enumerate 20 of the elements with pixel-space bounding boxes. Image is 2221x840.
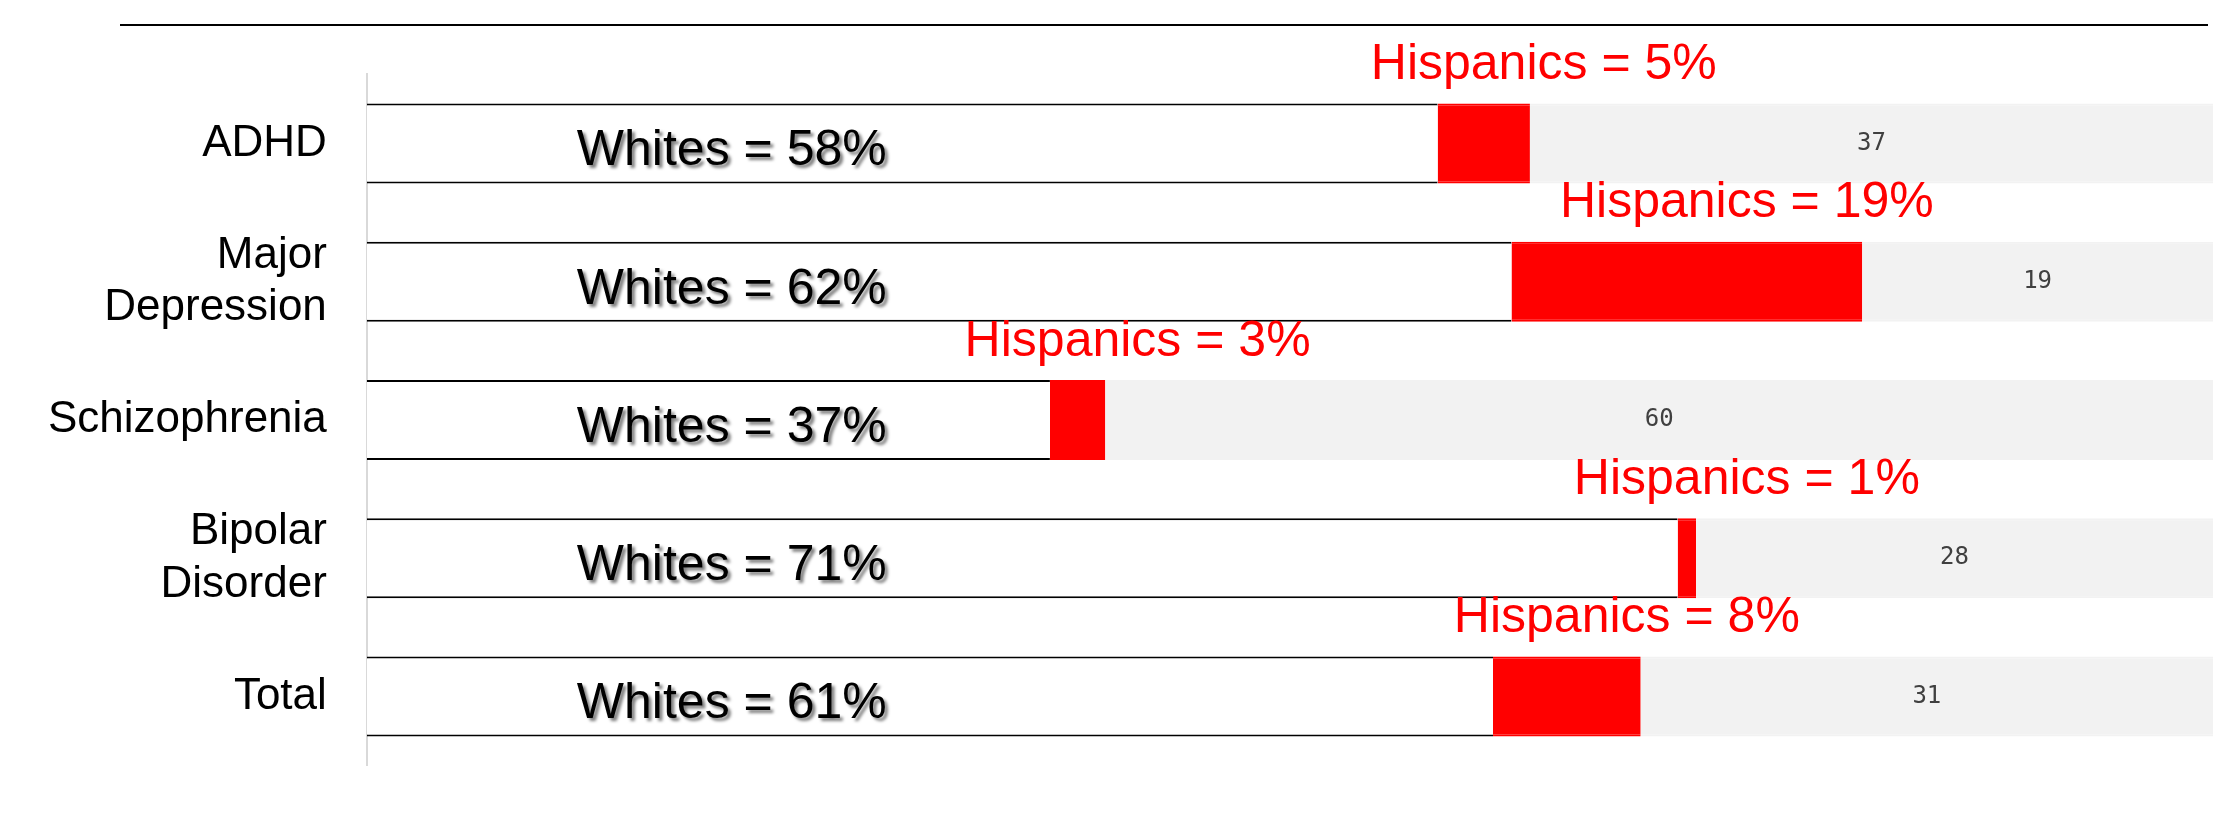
data-label: Hispanics = 3%: [964, 310, 1311, 367]
data-label: Hispanics = 8%: [1453, 587, 1800, 644]
data-label: Whites = 37%: [576, 396, 887, 453]
data-label: Whites = 58%: [576, 120, 887, 177]
data-label: Whites = 61%: [576, 673, 887, 730]
y-tick-label: Total: [233, 668, 327, 718]
data-label: Whites = 71%: [576, 535, 887, 592]
data-label: Whites = 62%: [576, 258, 887, 315]
data-label: 19: [2023, 265, 2053, 294]
data-label: Hispanics = 19%: [1559, 172, 1934, 229]
data-label: Hispanics = 1%: [1573, 448, 1920, 505]
y-tick-label: Bipolar Disorder: [160, 503, 327, 606]
data-label: 31: [1912, 680, 1942, 709]
y-tick-label: ADHD: [202, 115, 327, 165]
data-label: Hispanics = 5%: [1370, 34, 1717, 91]
data-label: 37: [1857, 127, 1886, 156]
data-label: 28: [1940, 542, 1969, 571]
y-tick-label: Schizophrenia: [47, 392, 328, 442]
y-tick-label: Major Depression: [104, 227, 327, 330]
data-label: 60: [1644, 404, 1674, 433]
